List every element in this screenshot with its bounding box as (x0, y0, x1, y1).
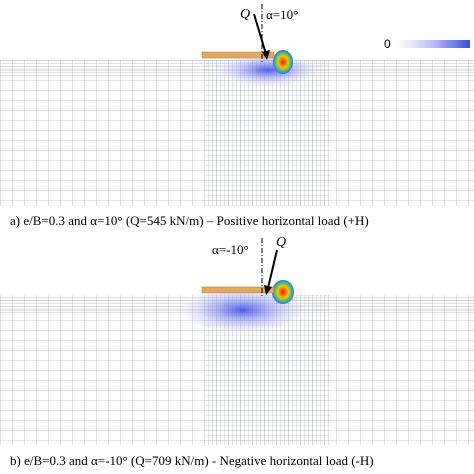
load-arrow (267, 249, 278, 289)
angle-label: α=10° (266, 7, 298, 22)
panel-a: Q α=10° 0 a) e/B=0.3 and α=10° (Q=545 kN… (0, 4, 474, 228)
colorbar-label: 0 (384, 37, 391, 51)
load-label: Q (240, 7, 250, 22)
load-label: Q (276, 235, 286, 250)
plastic-zone (220, 54, 316, 86)
angle-label: α=-10° (212, 242, 249, 257)
caption: a) e/B=0.3 and α=10° (Q=545 kN/m) – Posi… (10, 213, 369, 228)
caption: b) e/B=0.3 and α=-10° (Q=709 kN/m) - Neg… (10, 453, 374, 468)
panel-b: Q α=-10° b) e/B=0.3 and α=-10° (Q=709 kN… (0, 235, 474, 468)
arrow-head (262, 50, 270, 60)
footing (201, 286, 275, 294)
load-arrow (253, 13, 267, 55)
plastic-core (272, 280, 294, 304)
plastic-zone (182, 288, 302, 332)
footing (201, 51, 275, 59)
arrow-head (264, 285, 272, 295)
colorbar (398, 40, 470, 48)
plastic-core (273, 50, 293, 74)
